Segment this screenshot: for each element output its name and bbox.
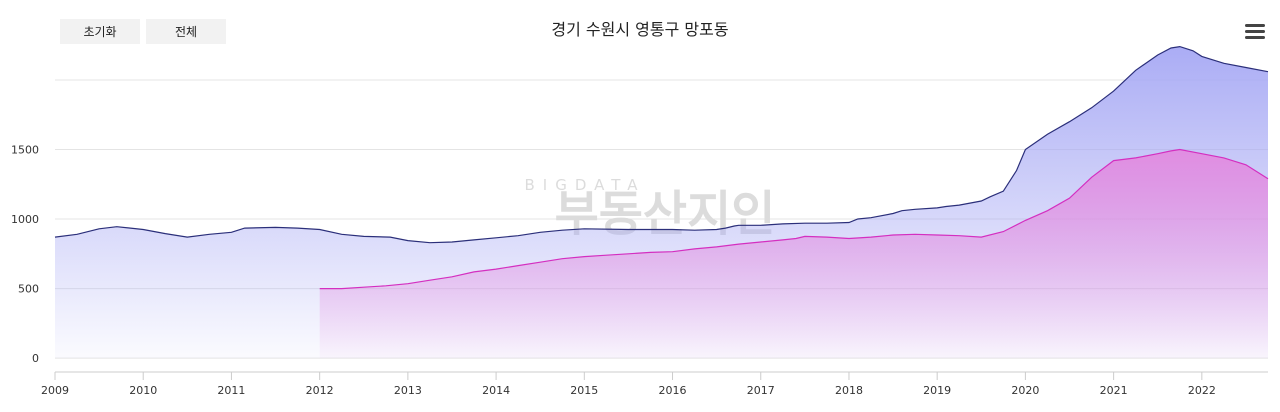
area-fill-series2: [319, 149, 1268, 359]
chart-title: 경기 수원시 영통구 망포동: [551, 20, 729, 39]
x-tick-label: 2014: [482, 384, 510, 397]
series-line-series1: [54, 45, 1269, 244]
x-tick-label: 2010: [129, 384, 157, 397]
x-tick-label: 2021: [1100, 384, 1128, 397]
x-tick-label: 2015: [570, 384, 598, 397]
x-tick-label: 2020: [1011, 384, 1039, 397]
watermark-text-top: BIGDATA: [525, 176, 646, 194]
x-tick-label: 2019: [923, 384, 951, 397]
y-tick-label: 1000: [11, 213, 39, 226]
show-all-button[interactable]: 전체: [146, 19, 226, 44]
x-tick-label: 2009: [41, 384, 69, 397]
x-tick-label: 2012: [306, 384, 334, 397]
reset-zoom-button[interactable]: 초기화: [60, 19, 140, 44]
x-tick-label: 2016: [659, 384, 687, 397]
y-tick-label: 0: [32, 352, 39, 365]
hamburger-menu-icon[interactable]: [1245, 24, 1265, 42]
x-tick-label: 2018: [835, 384, 863, 397]
x-tick-label: 2011: [217, 384, 245, 397]
series-line-series2: [319, 148, 1269, 290]
y-tick-label: 1500: [11, 144, 39, 157]
x-tick-label: 2017: [747, 384, 775, 397]
x-tick-label: 2013: [394, 384, 422, 397]
y-tick-label: 500: [18, 283, 39, 296]
x-tick-label: 2022: [1188, 384, 1216, 397]
